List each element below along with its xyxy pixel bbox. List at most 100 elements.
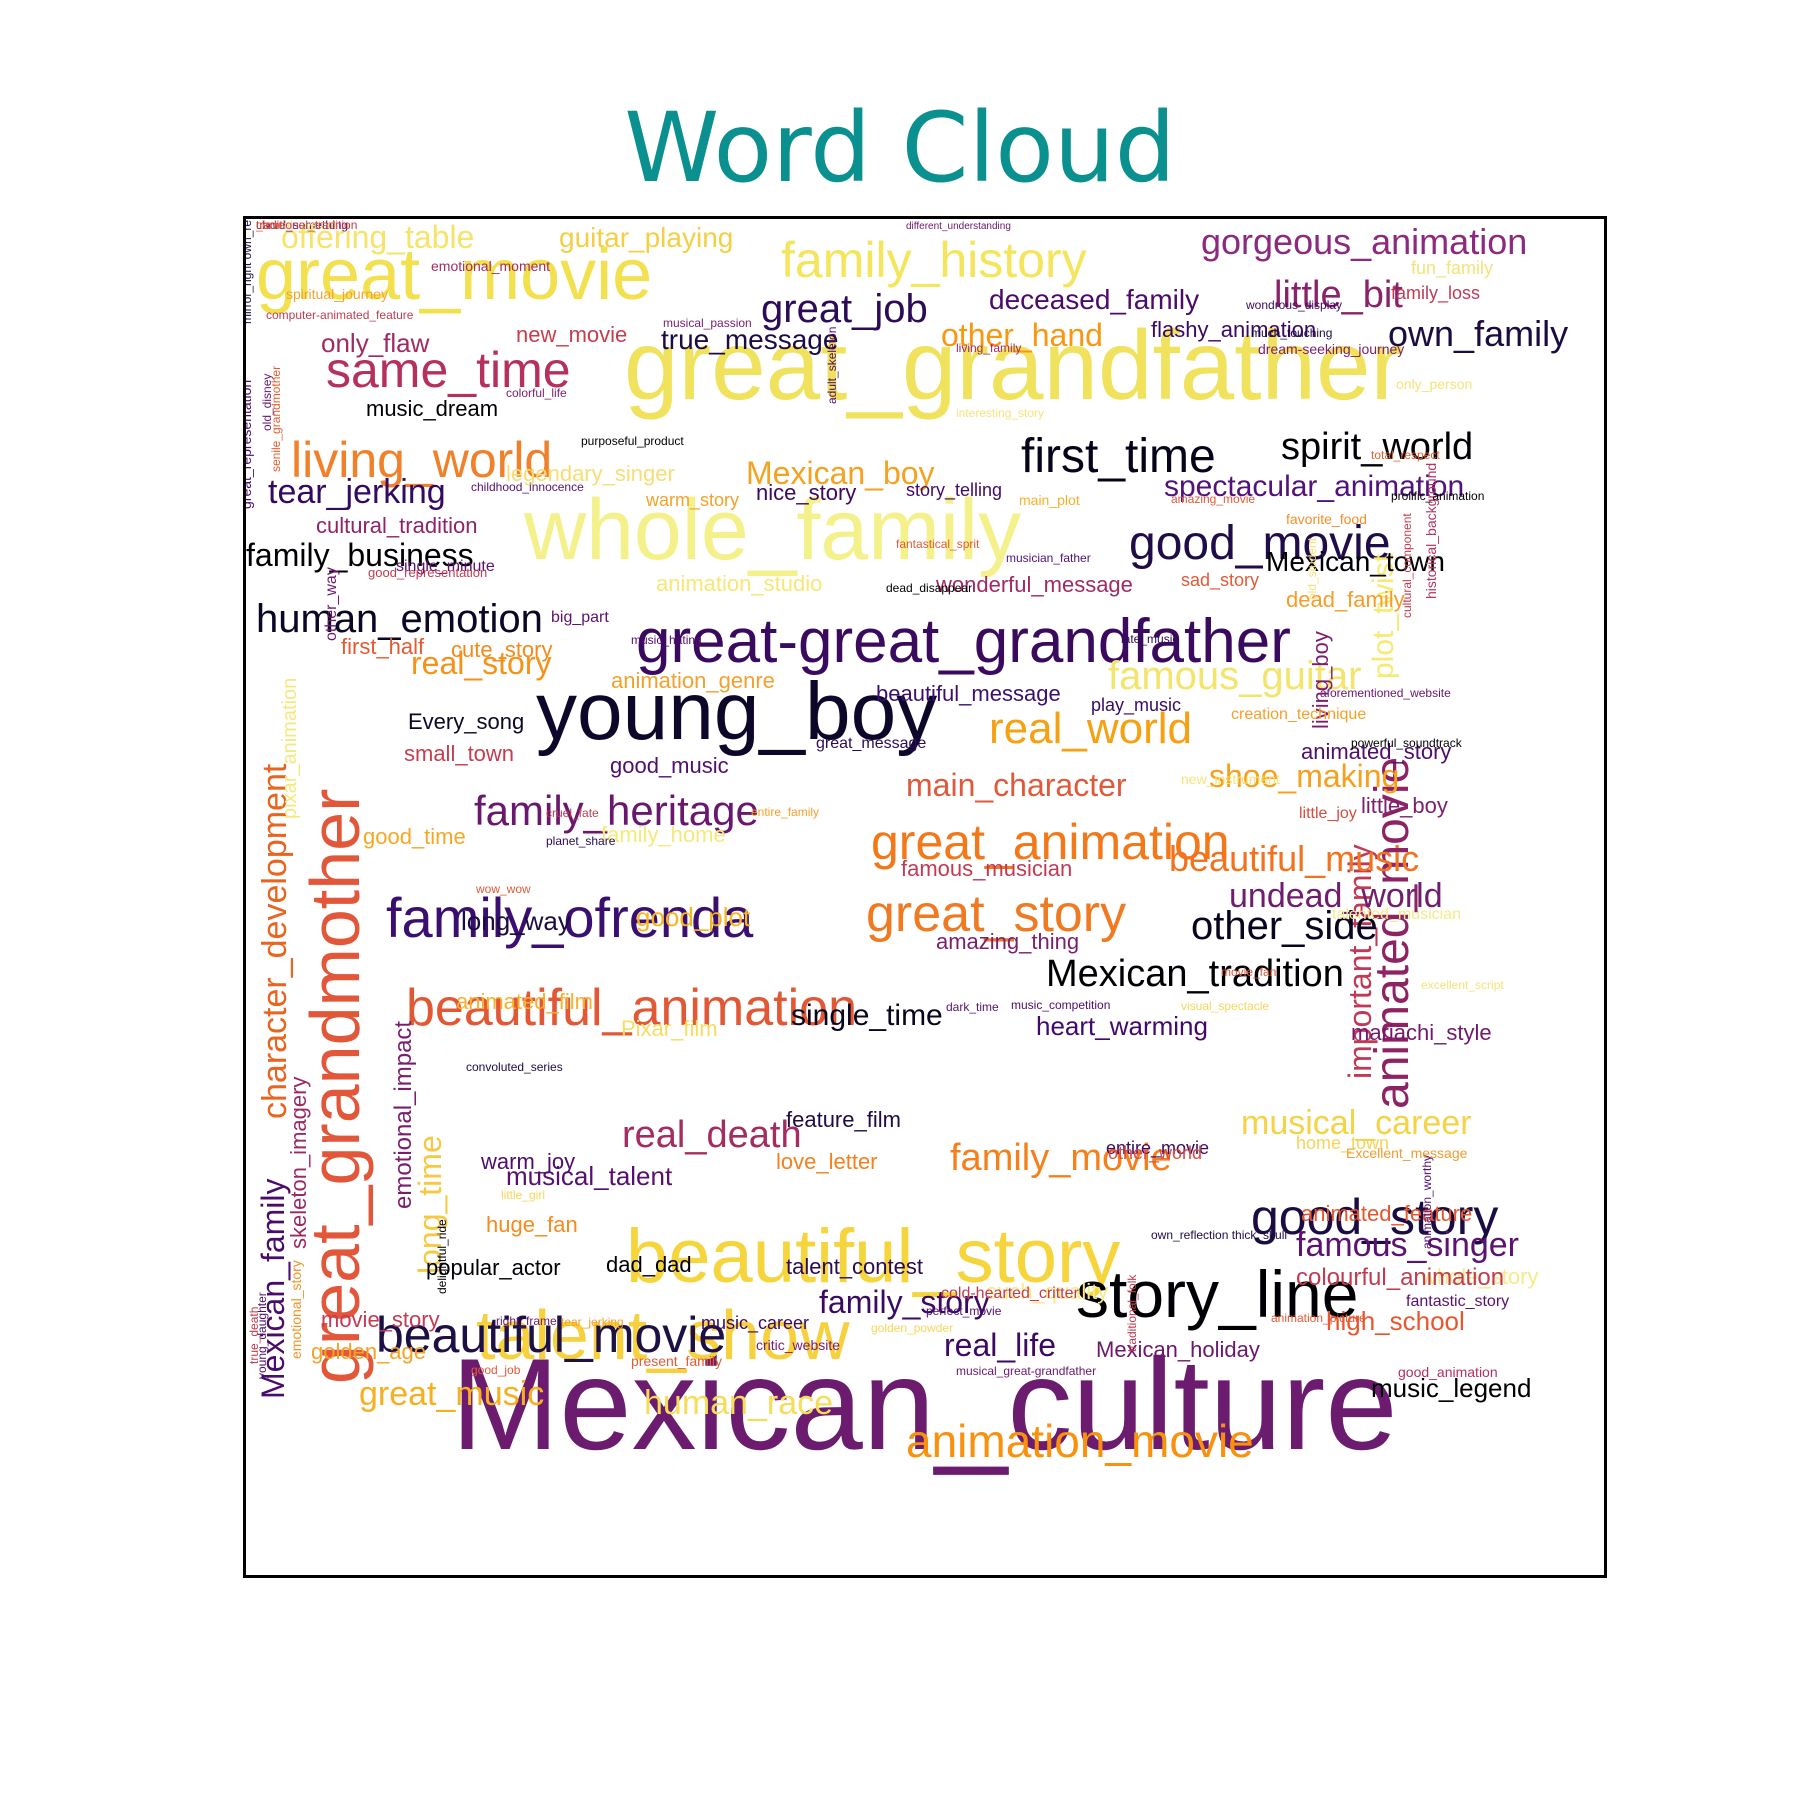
word-cloud-term: other_side — [1191, 904, 1378, 948]
word-cloud-term: beautiful_story — [626, 1214, 1120, 1299]
word-cloud-term: living_boy — [1308, 631, 1333, 729]
word-cloud-term: story_telling — [906, 480, 1002, 501]
word-cloud-term: pixar_animation — [279, 678, 301, 819]
word-cloud-term: spectacular_animation — [1164, 470, 1464, 503]
word-cloud-term: undead_world — [1229, 877, 1443, 915]
word-cloud-term: good_story — [1251, 1189, 1498, 1245]
word-cloud-term: animation_worthy — [1420, 1155, 1434, 1249]
word-cloud-term: guitar_playing — [559, 222, 733, 253]
word-cloud-term: adult_skeleton — [825, 327, 839, 404]
word-cloud-term: favorite_food — [1286, 511, 1367, 527]
word-cloud-term: family_loss — [1391, 283, 1480, 304]
word-cloud-term: true_message — [661, 324, 838, 355]
word-cloud-term: Mexican_family — [255, 1178, 291, 1399]
word-cloud-term: traditional_tradition — [256, 219, 357, 232]
word-cloud-term: good_music — [610, 753, 729, 778]
word-cloud-term: music_legend — [1371, 1373, 1531, 1403]
word-cloud-term: spirit_world — [1281, 426, 1473, 468]
word-cloud-term: historical_background — [1423, 463, 1439, 599]
word-cloud-term: great_job — [761, 287, 928, 331]
word-cloud-term: other_way — [323, 567, 340, 641]
word-cloud-term: famous_singer — [1296, 1226, 1519, 1264]
word-cloud-term: warm_joy — [480, 1149, 575, 1174]
word-cloud-term: true_death — [247, 1307, 261, 1364]
word-cloud-term: fantastic_story — [1406, 1293, 1509, 1310]
word-cloud-term: first_half — [341, 634, 425, 659]
word-cloud-term: main_plot — [1019, 492, 1080, 508]
word-cloud-term: cruel_fate — [546, 806, 599, 820]
word-cloud-term: chord_something — [256, 219, 348, 232]
word-cloud-term: good_plot — [636, 902, 751, 932]
word-cloud-term: traditional_folk — [1125, 1274, 1139, 1352]
word-cloud-term: late_music — [1121, 632, 1178, 646]
word-cloud-term: mirror_right own_reflection — [246, 219, 254, 324]
word-cloud-term: excellent_script — [1421, 978, 1504, 992]
word-cloud-term: heart_warming — [1036, 1011, 1208, 1041]
word-cloud-canvas: Mexican_culture great_grandfather whole_fa… — [246, 219, 1568, 1477]
word-cloud-frame: Mexican_culture great_grandfather whole_fa… — [243, 216, 1607, 1578]
word-cloud-term: talented_musician — [1332, 906, 1461, 923]
word-cloud-term: only_person — [1396, 376, 1472, 392]
word-cloud-term: emotional_moment — [431, 258, 550, 274]
word-cloud-term: flashy_animation — [1151, 317, 1316, 342]
word-cloud-term: great_movie — [256, 235, 652, 315]
word-cloud-term: music_competition — [1011, 998, 1110, 1012]
word-cloud-term: cute_story — [451, 637, 553, 662]
word-cloud-term: perfect_movie — [926, 1304, 1002, 1318]
word-cloud-term: character_development — [256, 763, 294, 1119]
word-cloud-term: aforementioned_website — [1320, 686, 1451, 700]
word-cloud-term: real_story — [411, 645, 552, 681]
word-cloud-term: Excellent_message — [1346, 1145, 1468, 1161]
word-cloud-term: Pixar_film — [621, 1016, 718, 1041]
word-cloud-term: family_history — [781, 232, 1087, 288]
word-cloud-term: gorgeous_animation — [1201, 221, 1527, 262]
word-cloud-term: musical_career — [1241, 1104, 1472, 1142]
word-cloud-term: whole_story — [1420, 1264, 1538, 1289]
word-cloud-term: home_town — [1296, 1133, 1389, 1154]
word-cloud-term: amazing_movie — [1171, 492, 1255, 506]
word-cloud-term: great_animation — [871, 814, 1230, 870]
word-cloud-term: long_time — [412, 1135, 448, 1274]
word-cloud-term: dad_dad — [606, 1252, 692, 1277]
word-cloud-term: animation_movie — [906, 1415, 1254, 1467]
word-cloud-term: little_boy — [1361, 793, 1448, 818]
word-cloud-term: animation_genre — [611, 668, 775, 693]
word-cloud-term: living_family — [956, 341, 1021, 355]
word-cloud-term: golden_powder — [871, 1321, 953, 1335]
word-cloud-term: whole_family — [523, 482, 1021, 578]
word-cloud-term: music_dream — [366, 396, 498, 421]
word-cloud-term: spiritual_journey — [286, 286, 388, 302]
word-cloud-term: amazing_thing — [936, 929, 1079, 954]
word-cloud-term: emotional_impact — [390, 1021, 417, 1209]
word-cloud-term: neutral_system — [256, 219, 337, 232]
word-cloud-term: family_heritage — [474, 787, 759, 834]
word-cloud-term: movie_fan — [1221, 965, 1276, 979]
word-cloud-term: play_music — [1091, 695, 1181, 716]
word-cloud-term: dream-seeking_journey — [1258, 341, 1404, 357]
word-cloud-term: much_touching — [1251, 326, 1332, 340]
word-cloud-term: beautiful_music — [1169, 838, 1419, 879]
word-cloud-term: family_home — [601, 822, 726, 847]
word-cloud-term: creation_technique — [1231, 706, 1366, 723]
word-cloud-term: legendary_singer — [506, 461, 675, 486]
word-cloud-term: senile_grandmother — [269, 366, 283, 472]
word-cloud-term: real_life — [944, 1327, 1056, 1363]
word-cloud-term: fun_family — [1411, 258, 1493, 279]
word-cloud-term: human_race — [644, 1384, 833, 1422]
word-cloud-term: fantastical_sprit — [896, 537, 980, 551]
word-cloud-term: huge_fan — [486, 1212, 578, 1237]
word-cloud-term: prolific_animation — [1391, 489, 1484, 503]
word-cloud-term: high_school — [1326, 1306, 1465, 1336]
word-cloud-term: musical_talent — [506, 1161, 673, 1191]
word-cloud-term: great_grandmother — [296, 789, 374, 1384]
word-cloud-term: little_girl — [501, 1188, 545, 1202]
word-cloud-term: wondrous_display — [1245, 298, 1342, 312]
word-cloud-term: long_way — [461, 906, 571, 936]
word-cloud-term: nice_story — [756, 480, 856, 505]
word-cloud-term: Every_song — [408, 709, 524, 734]
word-cloud-term: offering_table — [281, 219, 474, 255]
word-cloud-term: family_ofrenda — [386, 886, 754, 949]
word-cloud-term: beautiful_movie — [376, 1307, 726, 1363]
word-cloud-term: animated_feature — [1301, 1201, 1472, 1226]
word-cloud-term: tear_jerking — [561, 1315, 624, 1329]
